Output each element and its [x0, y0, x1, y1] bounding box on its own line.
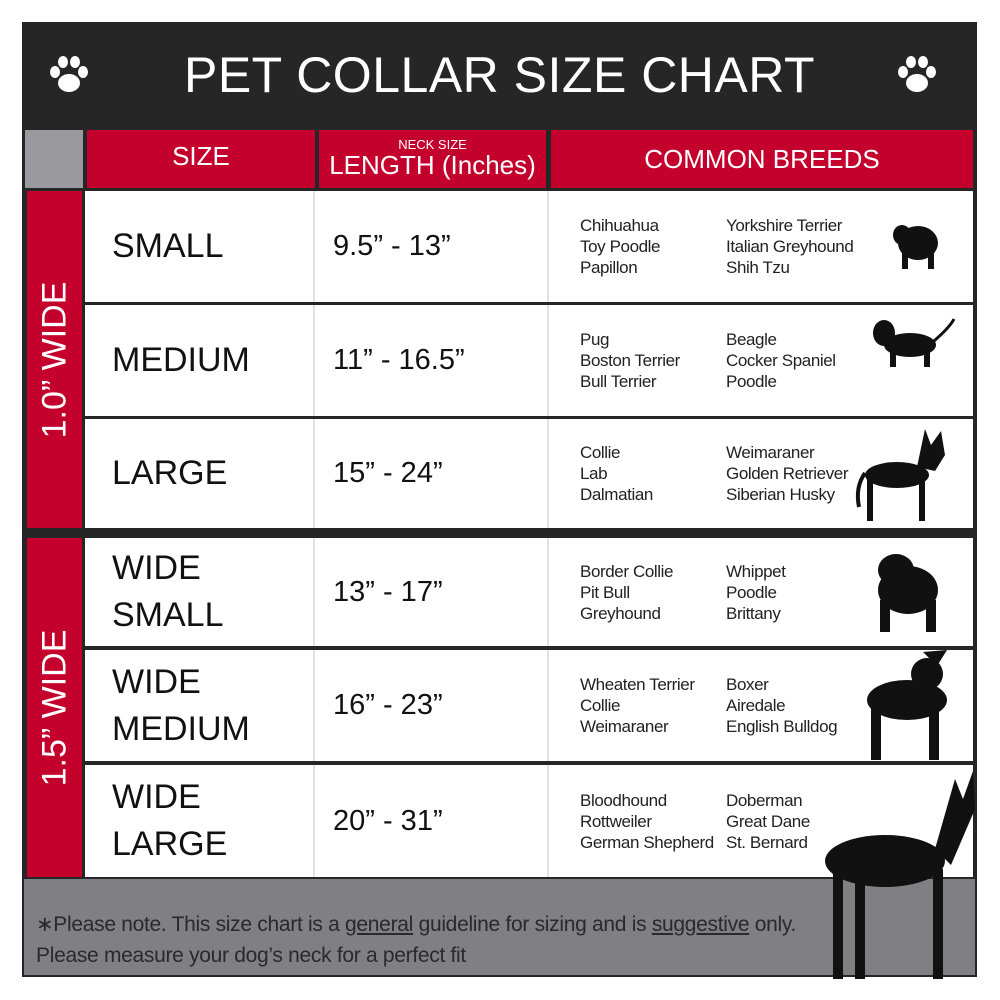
breed: Collie: [580, 443, 621, 462]
breeds-list-b: Beagle Cocker Spaniel Poodle: [726, 329, 836, 392]
breed: Greyhound: [580, 603, 661, 623]
breed: Airedale: [726, 696, 786, 715]
breeds-list-a: Chihuahua Toy Poodle Papillon: [580, 215, 661, 278]
size-cell: WIDE MEDIUM: [85, 650, 315, 761]
table-row: SMALL 9.5” - 13” Chihuahua Toy Poodle Papi…: [85, 191, 973, 302]
breeds-cell: Chihuahua Toy Poodle Papillon Yorkshire Te…: [551, 191, 973, 302]
breed: Brittany: [726, 603, 781, 623]
breeds-cell: Bloodhound Rottweiler German Shepherd Dobe…: [551, 765, 973, 877]
breed: Papillon: [580, 258, 638, 277]
breed: Great Dane: [726, 811, 810, 831]
group-label-1-5in: 1.5” WIDE: [27, 538, 82, 877]
breed: Wheaten Terrier: [580, 675, 695, 694]
length-cell: 11” - 16.5”: [317, 305, 549, 416]
footer-note: [24, 879, 975, 975]
paw-print-icon: [50, 56, 88, 92]
length-cell: 20” - 31”: [317, 765, 549, 877]
small-dog-silhouette-icon: [893, 225, 938, 269]
breed: Boxer: [726, 675, 769, 694]
group-label-text: 1.5” WIDE: [35, 629, 73, 786]
length-cell: 9.5” - 13”: [317, 191, 549, 302]
breed: Pit Bull: [580, 582, 630, 602]
breeds-list-a: Border Collie Pit Bull Greyhound: [580, 561, 673, 624]
breed: Cocker Spaniel: [726, 351, 836, 370]
table-row: MEDIUM 11” - 16.5” Pug Boston Terrier Bull…: [85, 305, 973, 416]
breeds-list-a: Collie Lab Dalmatian: [580, 442, 653, 505]
breed: Weimaraner: [580, 717, 669, 736]
breed: Bull Terrier: [580, 372, 657, 391]
breed: Boston Terrier: [580, 351, 680, 370]
breed: St. Bernard: [726, 832, 808, 852]
breed: Shih Tzu: [726, 258, 790, 277]
beagle-silhouette-icon: [873, 318, 956, 367]
header-size: SIZE: [87, 130, 315, 188]
breeds-list-b: Doberman Great Dane St. Bernard: [726, 790, 810, 853]
breed: Yorkshire Terrier: [726, 216, 843, 235]
breeds-list-b: Yorkshire Terrier Italian Greyhound Shih T…: [726, 215, 854, 278]
breed: Poodle: [726, 372, 777, 391]
size-cell: WIDE SMALL: [85, 538, 315, 646]
breed: Collie: [580, 696, 621, 715]
breeds-list-a: Bloodhound Rottweiler German Shepherd: [580, 790, 714, 853]
breed: Dalmatian: [580, 485, 653, 504]
breed: Siberian Husky: [726, 485, 835, 504]
length-cell: 15” - 24”: [317, 419, 549, 528]
breed: Rottweiler: [580, 811, 652, 831]
breed: Doberman: [726, 790, 803, 810]
breeds-cell: Pug Boston Terrier Bull Terrier Beagle Cock…: [551, 305, 973, 416]
size-cell: MEDIUM: [85, 305, 315, 416]
header-corner: [25, 130, 83, 188]
breed: Golden Retriever: [726, 464, 849, 483]
size-cell: LARGE: [85, 419, 315, 528]
husky-silhouette-icon: [855, 429, 945, 521]
breed: Chihuahua: [580, 216, 659, 235]
breeds-cell: Border Collie Pit Bull Greyhound Whippet Po…: [551, 538, 973, 646]
breed: English Bulldog: [726, 717, 838, 736]
chart-title: PET COLLAR SIZE CHART: [183, 47, 816, 103]
footer-line-2: Please measure your dog’s neck for a per…: [36, 944, 466, 967]
breeds-list-b: Weimaraner Golden Retriever Siberian Husky: [726, 442, 849, 505]
header-length-label: LENGTH (Inches): [329, 150, 536, 180]
breed: Beagle: [726, 330, 777, 349]
length-cell: 16” - 23”: [317, 650, 549, 761]
pitbull-silhouette-icon: [867, 650, 947, 760]
breeds-list-a: Wheaten Terrier Collie Weimaraner: [580, 674, 695, 737]
header-breeds: COMMON BREEDS: [551, 130, 973, 188]
breeds-list-a: Pug Boston Terrier Bull Terrier: [580, 329, 680, 392]
breed: Border Collie: [580, 561, 674, 581]
breed: Pug: [580, 330, 610, 349]
breed: Poodle: [726, 582, 777, 602]
table-row: WIDE LARGE 20” - 31” Bloodhound Rottweile…: [85, 765, 973, 877]
length-cell: 13” - 17”: [317, 538, 549, 646]
paw-print-icon: [898, 56, 936, 92]
breed: Lab: [580, 464, 608, 483]
table-row: WIDE MEDIUM 16” - 23” Wheaten Terrier Col…: [85, 650, 973, 761]
breed: Bloodhound: [580, 790, 667, 810]
table-row: LARGE 15” - 24” Collie Lab Dalmatian Weima…: [85, 419, 973, 528]
bulldog-silhouette-icon: [878, 554, 938, 632]
footer-line-1: ∗Please note. This size chart is a gener…: [36, 913, 797, 936]
group-label-1in: 1.0” WIDE: [27, 191, 82, 528]
size-cell: WIDE LARGE: [85, 765, 315, 877]
header-neck-size: NECK SIZE: [398, 137, 467, 152]
size-cell: SMALL: [85, 191, 315, 302]
header-length: NECK SIZE LENGTH (Inches): [319, 130, 546, 188]
table-row: WIDE SMALL 13” - 17” Border Collie Pit Bu…: [85, 538, 973, 646]
breeds-cell: Collie Lab Dalmatian Weimaraner Golden Retr…: [551, 419, 973, 528]
breeds-list-b: Whippet Poodle Brittany: [726, 561, 786, 624]
breed: Weimaraner: [726, 443, 815, 462]
breed: Toy Poodle: [580, 237, 661, 256]
doberman-silhouette-icon: [825, 771, 975, 979]
breeds-list-b: Boxer Airedale English Bulldog: [726, 674, 838, 737]
breed: Italian Greyhound: [726, 237, 854, 256]
breed: German Shepherd: [580, 832, 714, 852]
group-label-text: 1.0” WIDE: [35, 281, 73, 438]
breed: Whippet: [726, 561, 786, 581]
breeds-cell: Wheaten Terrier Collie Weimaraner Boxer Air…: [551, 650, 973, 761]
